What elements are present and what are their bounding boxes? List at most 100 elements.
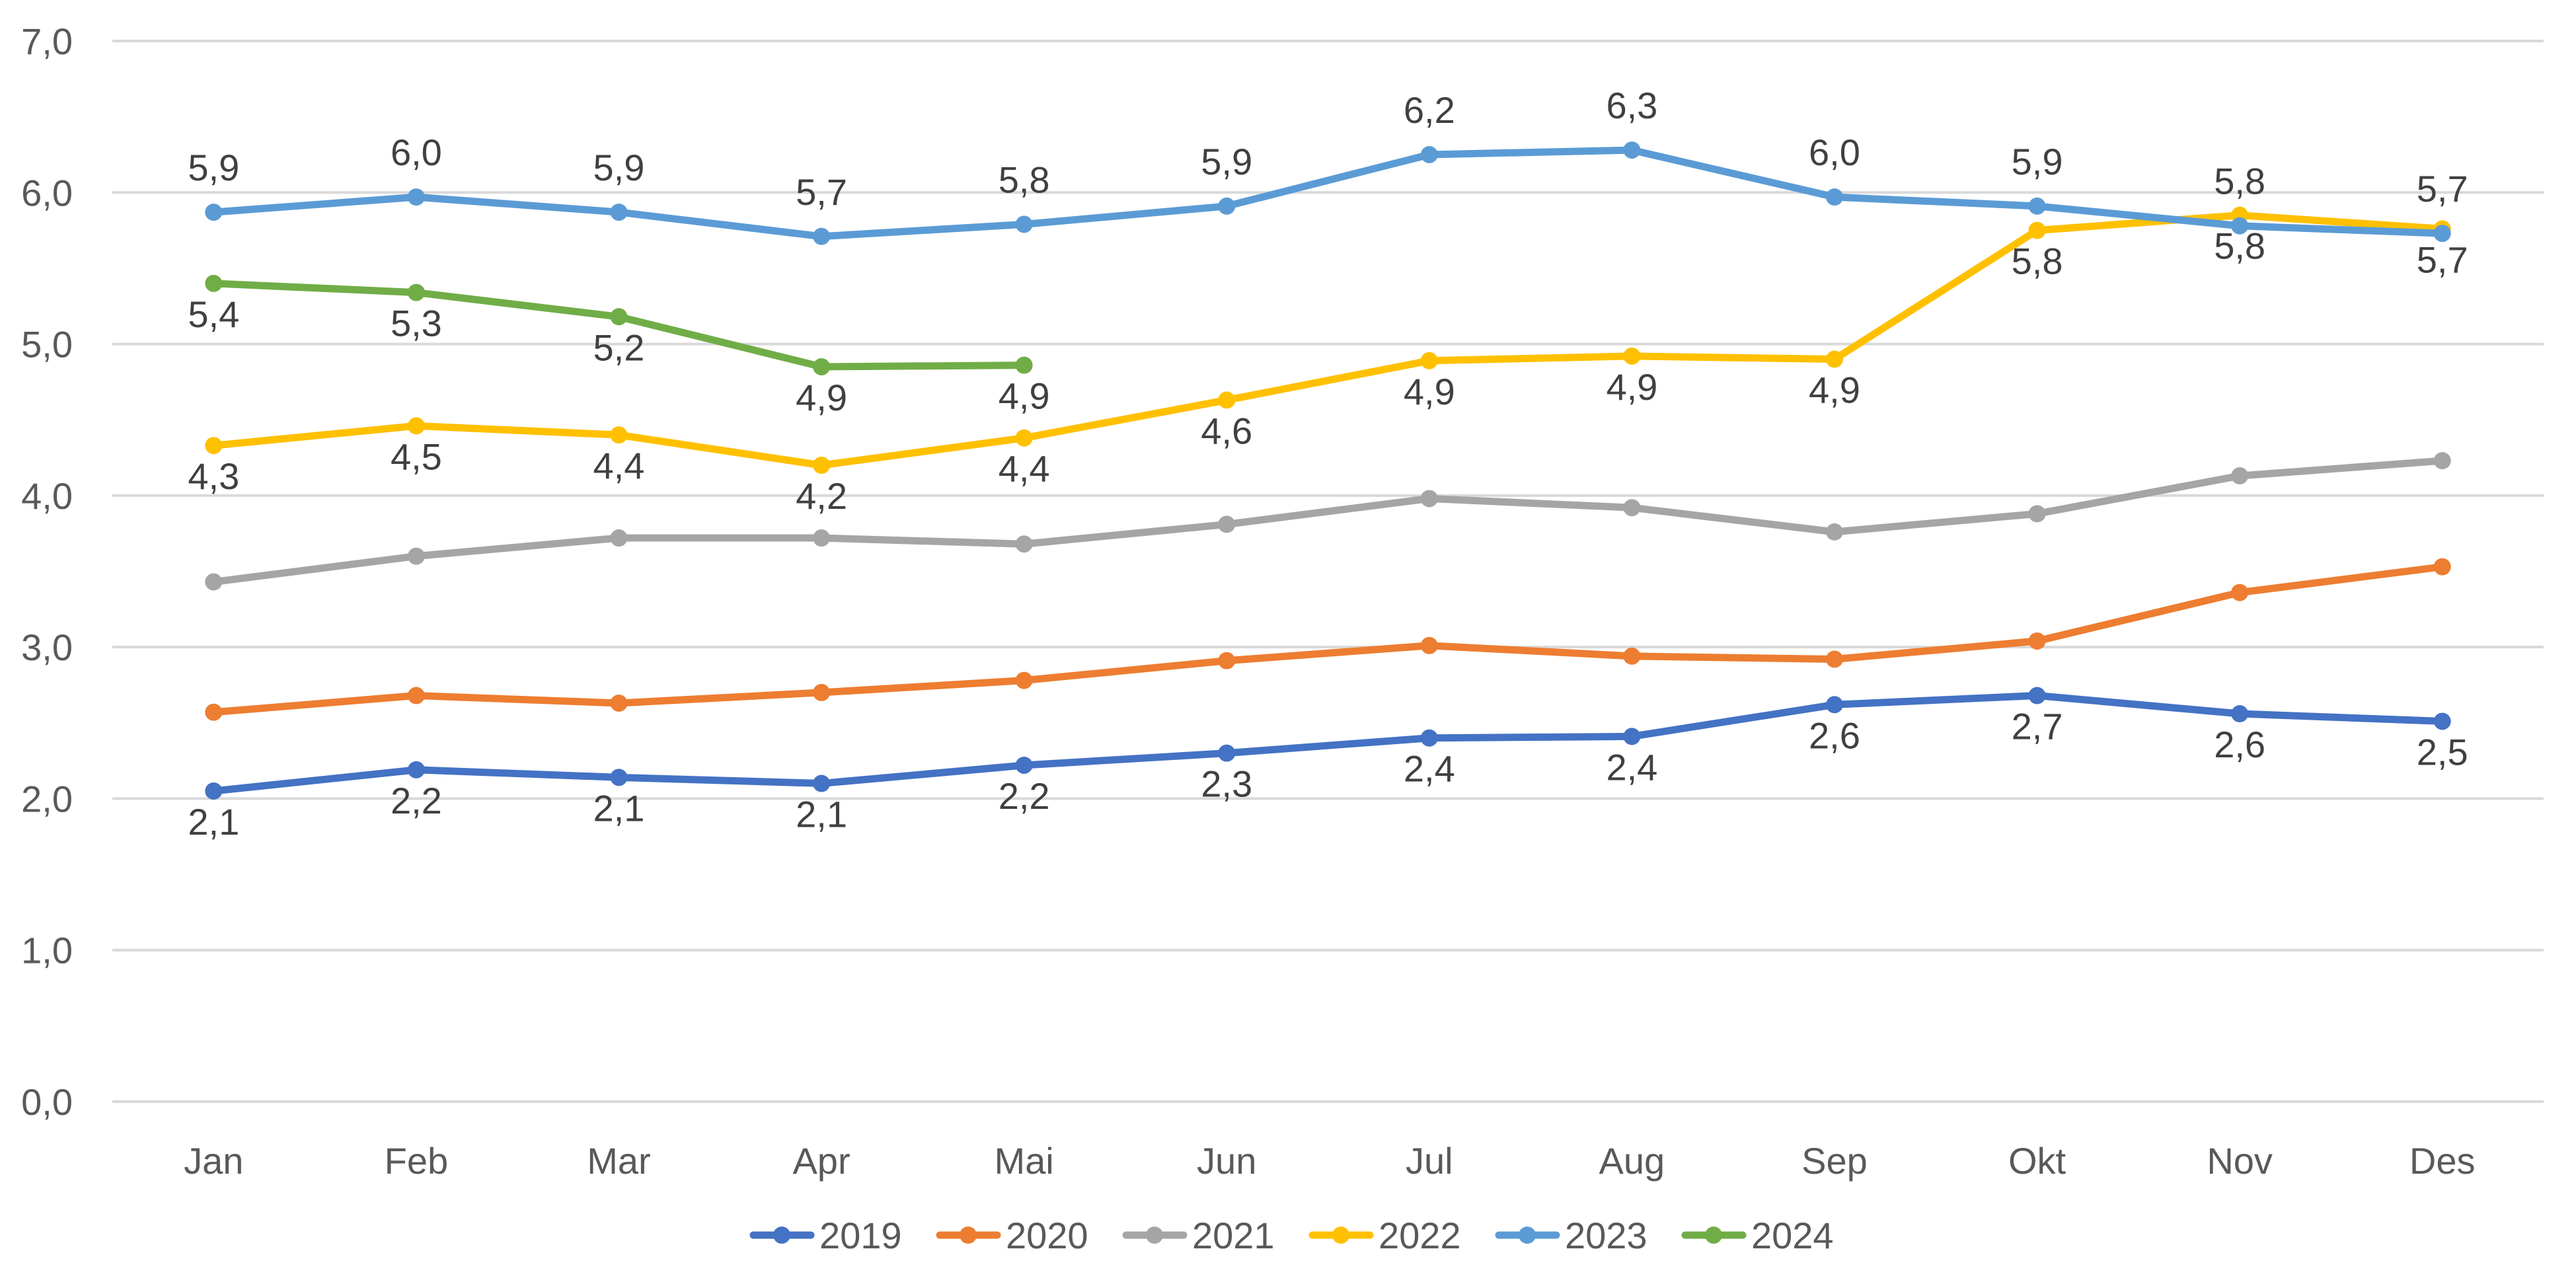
x-tick-label: Apr	[792, 1140, 850, 1182]
data-labels: 2,1 2,2 2,1 2,1 2,2 2,3 2,4 2,4 2,6 2,7 2,6 2,5 4,3 4…	[188, 85, 2468, 843]
y-tick-label: 5,0	[21, 324, 73, 365]
gridlines	[112, 40, 2544, 1103]
data-point	[1218, 652, 1236, 669]
legend-item-2023[interactable]: 2023	[1495, 1215, 1648, 1256]
data-point	[610, 426, 628, 444]
data-point	[813, 457, 831, 474]
y-tick-label: 0,0	[21, 1081, 73, 1123]
data-point	[1623, 728, 1641, 745]
legend-marker-icon	[1146, 1227, 1163, 1244]
data-label: 5,2	[593, 326, 645, 368]
legend-marker-icon	[1705, 1227, 1722, 1244]
data-label: 4,6	[1201, 410, 1252, 451]
data-point	[1015, 215, 1033, 233]
data-point	[2433, 558, 2451, 576]
data-point	[1825, 523, 1843, 541]
legend-label: 2019	[819, 1215, 902, 1256]
legend-item-2019[interactable]: 2019	[749, 1215, 902, 1256]
data-label: 2,1	[796, 794, 847, 835]
data-point	[205, 204, 223, 221]
data-point	[2231, 467, 2249, 485]
legend-item-2022[interactable]: 2022	[1308, 1215, 1461, 1256]
y-tick-label: 6,0	[21, 172, 73, 213]
data-point	[205, 274, 223, 292]
data-point	[1420, 352, 1438, 369]
data-point	[2028, 687, 2046, 704]
data-point	[813, 775, 831, 792]
data-point	[2231, 705, 2249, 723]
data-label: 5,7	[796, 171, 847, 213]
data-label: 5,9	[593, 147, 645, 188]
data-label: 4,9	[999, 375, 1050, 417]
legend-item-2021[interactable]: 2021	[1122, 1215, 1275, 1256]
data-point	[205, 703, 223, 721]
data-point	[610, 694, 628, 712]
data-label: 4,5	[391, 436, 442, 477]
data-label: 5,9	[188, 147, 239, 188]
x-tick-label: Feb	[385, 1140, 449, 1182]
series-line-2020	[209, 563, 2446, 716]
legend-marker-icon	[1519, 1227, 1536, 1244]
data-point	[2028, 505, 2046, 523]
x-tick-label: Okt	[2008, 1140, 2066, 1182]
data-label: 2,3	[1201, 763, 1252, 805]
series-2019	[205, 687, 2451, 800]
data-label: 4,3	[188, 455, 239, 497]
x-tick-label: Jun	[1197, 1140, 1256, 1182]
data-label: 4,9	[1404, 371, 1455, 412]
data-label: 4,4	[593, 445, 645, 486]
data-label: 2,1	[593, 787, 645, 829]
data-point	[1218, 515, 1236, 533]
data-point	[407, 687, 425, 704]
data-label: 5,8	[2214, 161, 2265, 202]
legend: 2019 2020 2021 2022 2023 2024	[749, 1215, 1834, 1256]
series-lines	[205, 141, 2451, 800]
data-label: 4,2	[796, 475, 847, 517]
x-tick-label: Aug	[1599, 1140, 1665, 1182]
series-2021	[205, 452, 2451, 591]
data-point	[2028, 632, 2046, 650]
data-label: 2,1	[188, 801, 239, 843]
data-point	[813, 529, 831, 547]
series-2024	[205, 274, 1033, 375]
data-label: 5,9	[1201, 141, 1252, 182]
data-point	[407, 761, 425, 778]
data-label: 5,8	[2012, 241, 2063, 282]
data-point	[1420, 729, 1438, 747]
data-label: 4,9	[1606, 366, 1657, 408]
data-point	[2028, 197, 2046, 215]
data-point	[813, 358, 831, 375]
y-tick-label: 3,0	[21, 626, 73, 668]
data-point	[2433, 452, 2451, 470]
data-point	[1015, 535, 1033, 553]
data-point	[1015, 356, 1033, 374]
x-axis-tick-labels: Jan Feb Mar Apr Mai Jun Jul Aug Sep Okt Nov Des	[184, 1140, 2475, 1182]
y-axis-tick-labels: 0,0 1,0 2,0 3,0 4,0 5,0 6,0 7,0	[21, 20, 73, 1123]
legend-label: 2024	[1751, 1215, 1834, 1256]
data-label: 2,7	[2012, 706, 2063, 747]
series-line-2023	[209, 146, 2446, 241]
data-point	[1825, 188, 1843, 206]
legend-marker-icon	[960, 1227, 977, 1244]
data-point	[610, 529, 628, 547]
data-label: 6,0	[391, 132, 442, 173]
data-point	[2433, 712, 2451, 730]
data-point	[1218, 744, 1236, 762]
data-point	[407, 284, 425, 301]
legend-label: 2022	[1379, 1215, 1461, 1256]
legend-item-2024[interactable]: 2024	[1681, 1215, 1834, 1256]
data-label: 6,0	[1809, 132, 1860, 173]
data-point	[610, 204, 628, 221]
data-point	[1623, 647, 1641, 665]
x-tick-label: Jan	[184, 1140, 243, 1182]
data-label: 5,3	[391, 303, 442, 344]
legend-label: 2021	[1192, 1215, 1275, 1256]
data-label: 5,7	[2417, 168, 2468, 209]
y-tick-label: 4,0	[21, 475, 73, 517]
series-2020	[205, 558, 2451, 721]
data-point	[610, 769, 628, 786]
legend-item-2020[interactable]: 2020	[936, 1215, 1088, 1256]
data-label: 6,2	[1404, 89, 1455, 131]
data-label: 4,9	[796, 377, 847, 418]
data-point	[407, 547, 425, 565]
